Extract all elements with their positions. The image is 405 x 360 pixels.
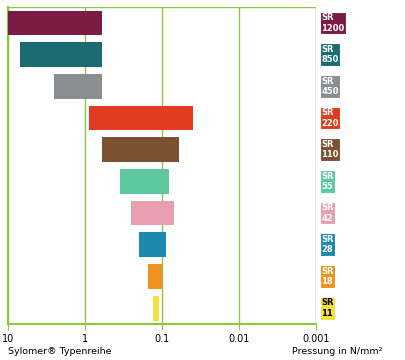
Text: SR
1200: SR 1200	[321, 13, 345, 33]
Bar	[20, 42, 102, 67]
Bar	[131, 201, 174, 225]
Text: SR
450: SR 450	[321, 77, 339, 96]
Bar	[139, 233, 166, 257]
Text: SR
11: SR 11	[321, 298, 334, 318]
Text: Pressung in N/mm²: Pressung in N/mm²	[292, 347, 382, 356]
Text: SR
220: SR 220	[321, 108, 339, 128]
Text: SR
850: SR 850	[321, 45, 339, 64]
Text: SR
28: SR 28	[321, 235, 334, 255]
Bar	[54, 74, 102, 99]
Bar	[149, 264, 162, 289]
Text: Sylomer® Typenreihe: Sylomer® Typenreihe	[8, 347, 112, 356]
Bar	[153, 296, 159, 320]
Bar	[8, 11, 102, 35]
Text: SR
18: SR 18	[321, 267, 334, 286]
Bar	[89, 106, 193, 130]
Bar	[102, 138, 179, 162]
Text: SR
110: SR 110	[321, 140, 339, 159]
Text: SR
55: SR 55	[321, 172, 334, 191]
Text: SR
42: SR 42	[321, 203, 334, 223]
Bar	[120, 169, 169, 194]
